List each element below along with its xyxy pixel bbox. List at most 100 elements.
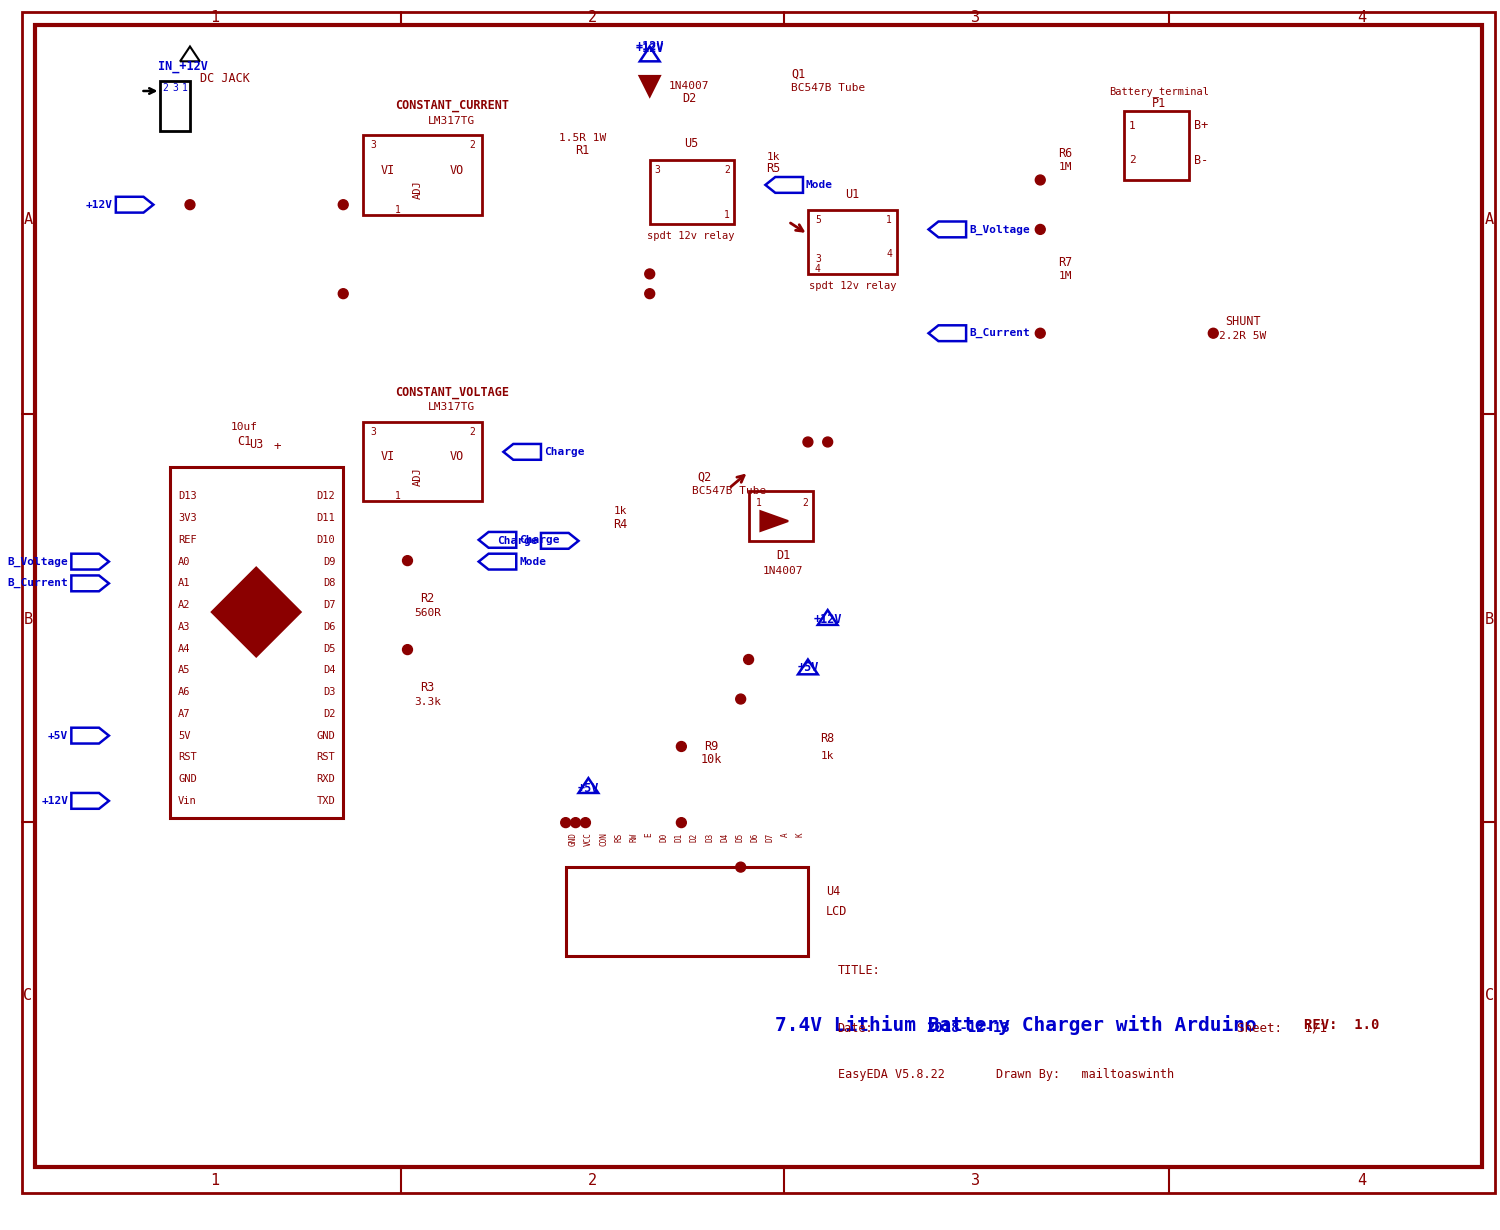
Text: 560R: 560R bbox=[414, 608, 441, 617]
Text: TITLE:: TITLE: bbox=[837, 964, 880, 978]
Text: 3.3k: 3.3k bbox=[414, 697, 441, 707]
Text: +12V: +12V bbox=[813, 614, 842, 626]
Text: 4: 4 bbox=[815, 264, 821, 274]
Circle shape bbox=[184, 199, 195, 209]
Polygon shape bbox=[640, 76, 660, 96]
Text: 1k: 1k bbox=[614, 507, 627, 517]
Text: DC JACK: DC JACK bbox=[200, 71, 249, 85]
Text: D1: D1 bbox=[776, 549, 790, 562]
Text: A: A bbox=[1485, 212, 1494, 228]
Circle shape bbox=[1035, 175, 1046, 184]
Text: 2: 2 bbox=[470, 140, 474, 150]
Text: A7: A7 bbox=[178, 708, 190, 718]
Text: R6: R6 bbox=[1058, 146, 1072, 160]
Polygon shape bbox=[211, 567, 300, 657]
Text: 3V3: 3V3 bbox=[178, 513, 196, 523]
Polygon shape bbox=[765, 177, 802, 193]
Text: A2: A2 bbox=[178, 600, 190, 610]
Circle shape bbox=[339, 289, 348, 299]
Text: U5: U5 bbox=[684, 137, 699, 150]
Text: 1k: 1k bbox=[766, 153, 780, 162]
Text: LM317TG: LM317TG bbox=[429, 402, 476, 412]
Text: D6: D6 bbox=[750, 833, 759, 841]
Text: +12V: +12V bbox=[636, 41, 664, 53]
Text: 2.2R 5W: 2.2R 5W bbox=[1220, 331, 1266, 341]
Text: RXD: RXD bbox=[316, 774, 336, 784]
Text: Charge: Charge bbox=[544, 446, 585, 456]
Text: VO: VO bbox=[450, 164, 464, 177]
Text: R5: R5 bbox=[766, 161, 780, 175]
Text: D13: D13 bbox=[178, 491, 196, 502]
Text: 3: 3 bbox=[972, 10, 981, 26]
Text: GND: GND bbox=[178, 774, 196, 784]
Text: ADJ: ADJ bbox=[413, 181, 423, 199]
Circle shape bbox=[802, 437, 813, 446]
Text: 1: 1 bbox=[1130, 121, 1136, 130]
Text: Mode: Mode bbox=[519, 557, 546, 567]
Circle shape bbox=[744, 654, 753, 664]
Text: B: B bbox=[24, 613, 33, 627]
Text: RW: RW bbox=[630, 833, 639, 841]
Bar bbox=[160, 81, 190, 130]
Text: 4: 4 bbox=[1358, 10, 1366, 26]
Polygon shape bbox=[72, 576, 110, 592]
Polygon shape bbox=[478, 531, 516, 547]
Text: D5: D5 bbox=[322, 643, 336, 653]
Text: RST: RST bbox=[178, 753, 196, 763]
Text: +12V: +12V bbox=[42, 796, 69, 806]
Text: 1: 1 bbox=[724, 209, 730, 220]
Text: B_Current: B_Current bbox=[8, 578, 69, 588]
Text: Q2: Q2 bbox=[698, 470, 711, 483]
Text: C1: C1 bbox=[237, 435, 252, 449]
Text: U3: U3 bbox=[249, 438, 264, 451]
Text: 10uf: 10uf bbox=[231, 422, 258, 432]
Circle shape bbox=[402, 556, 412, 566]
Text: RST: RST bbox=[316, 753, 336, 763]
Text: A3: A3 bbox=[178, 622, 190, 632]
Text: C: C bbox=[24, 988, 33, 1004]
Text: 2: 2 bbox=[162, 84, 168, 93]
Text: R1: R1 bbox=[576, 144, 590, 156]
Text: 3: 3 bbox=[815, 255, 821, 264]
Text: VI: VI bbox=[381, 450, 394, 464]
Text: GND: GND bbox=[316, 731, 336, 740]
Text: B_Current: B_Current bbox=[969, 328, 1030, 338]
Text: B_Voltage: B_Voltage bbox=[8, 556, 69, 567]
Text: VI: VI bbox=[381, 164, 394, 177]
Text: D2: D2 bbox=[690, 833, 699, 841]
Text: Mode: Mode bbox=[806, 180, 832, 189]
Circle shape bbox=[580, 818, 591, 828]
Text: 7.4V Lithium Battery Charger with Arduino: 7.4V Lithium Battery Charger with Arduin… bbox=[774, 1015, 1257, 1036]
Text: 1: 1 bbox=[394, 204, 400, 215]
Bar bbox=[566, 867, 808, 956]
Text: R9: R9 bbox=[704, 740, 718, 753]
Circle shape bbox=[1035, 224, 1046, 235]
Polygon shape bbox=[542, 533, 579, 549]
Polygon shape bbox=[72, 728, 110, 743]
Text: Charge: Charge bbox=[498, 536, 538, 546]
Text: E: E bbox=[645, 833, 654, 838]
Text: A0: A0 bbox=[178, 557, 190, 567]
Polygon shape bbox=[180, 47, 200, 62]
Text: B_Voltage: B_Voltage bbox=[969, 224, 1030, 235]
Text: VCC: VCC bbox=[584, 833, 592, 846]
Text: D4: D4 bbox=[322, 665, 336, 675]
Text: D6: D6 bbox=[322, 622, 336, 632]
Text: 2: 2 bbox=[588, 10, 597, 26]
Polygon shape bbox=[72, 793, 110, 809]
Text: R7: R7 bbox=[1058, 256, 1072, 268]
Bar bbox=[170, 466, 344, 818]
Circle shape bbox=[645, 289, 654, 299]
Circle shape bbox=[645, 269, 654, 279]
Text: 1: 1 bbox=[756, 498, 762, 508]
Text: D3: D3 bbox=[705, 833, 714, 841]
Text: CONSTANT_VOLTAGE: CONSTANT_VOLTAGE bbox=[394, 386, 508, 399]
Text: D8: D8 bbox=[322, 578, 336, 588]
Text: C: C bbox=[1485, 988, 1494, 1004]
Text: 2018-12-13: 2018-12-13 bbox=[927, 1021, 1011, 1036]
Text: U1: U1 bbox=[846, 188, 859, 202]
Text: 2: 2 bbox=[724, 165, 730, 175]
Polygon shape bbox=[116, 197, 153, 213]
Circle shape bbox=[570, 818, 580, 828]
Text: Date:: Date: bbox=[837, 1022, 873, 1034]
